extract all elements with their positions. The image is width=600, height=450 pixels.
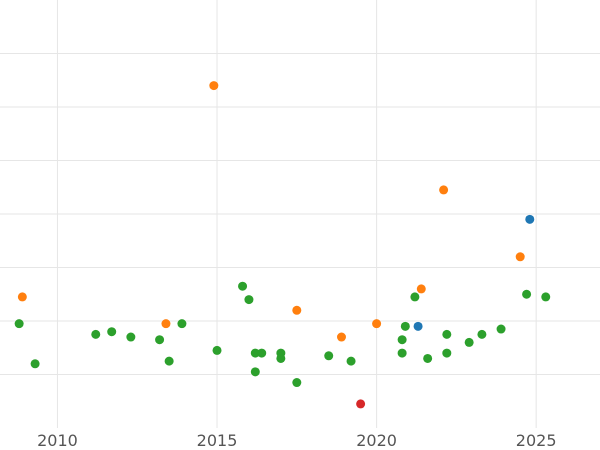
data-point-green bbox=[257, 348, 267, 358]
data-point-green bbox=[324, 351, 334, 361]
data-point-orange bbox=[161, 319, 171, 329]
data-point-orange bbox=[336, 332, 346, 342]
data-point-green bbox=[14, 319, 24, 329]
data-point-green bbox=[250, 367, 260, 377]
data-point-green bbox=[400, 321, 410, 331]
data-point-green bbox=[164, 356, 174, 366]
data-point-green bbox=[250, 348, 260, 358]
data-point-green bbox=[442, 348, 452, 358]
data-point-green bbox=[397, 335, 407, 345]
data-point-green bbox=[410, 292, 420, 302]
x-axis-ticks: 2010 2015 2020 2025 bbox=[37, 431, 556, 450]
data-point-blue bbox=[413, 321, 423, 331]
grid bbox=[0, 0, 600, 428]
data-point-green bbox=[477, 329, 487, 339]
data-point-green bbox=[276, 353, 286, 363]
data-point-green bbox=[346, 356, 356, 366]
data-point-green bbox=[442, 329, 452, 339]
data-point-green bbox=[155, 335, 165, 345]
data-point-green bbox=[397, 348, 407, 358]
data-point-orange bbox=[372, 319, 382, 329]
data-point-green bbox=[177, 319, 187, 329]
data-point-orange bbox=[515, 252, 525, 262]
data-point-green bbox=[496, 324, 506, 334]
data-point-blue bbox=[525, 214, 535, 224]
data-point-green bbox=[91, 329, 101, 339]
data-point-green bbox=[30, 359, 40, 369]
data-point-green bbox=[541, 292, 551, 302]
data-point-green bbox=[464, 337, 474, 347]
data-point-green bbox=[107, 327, 117, 337]
data-point-orange bbox=[439, 185, 449, 195]
x-tick-label: 2010 bbox=[37, 431, 78, 450]
data-point-orange bbox=[292, 305, 302, 315]
data-point-green bbox=[238, 281, 248, 291]
data-point-orange bbox=[209, 81, 219, 91]
x-tick-label: 2020 bbox=[356, 431, 397, 450]
data-point-green bbox=[292, 378, 302, 388]
data-point-green bbox=[212, 345, 222, 355]
x-tick-label: 2015 bbox=[197, 431, 238, 450]
x-tick-label: 2025 bbox=[516, 431, 557, 450]
data-point-orange bbox=[17, 292, 27, 302]
data-point-green bbox=[423, 353, 433, 363]
data-point-green bbox=[244, 295, 254, 305]
data-point-green bbox=[126, 332, 136, 342]
data-point-green bbox=[522, 289, 532, 299]
data-point-red bbox=[356, 399, 366, 409]
data-point-orange bbox=[416, 284, 426, 294]
data-points bbox=[14, 81, 551, 409]
